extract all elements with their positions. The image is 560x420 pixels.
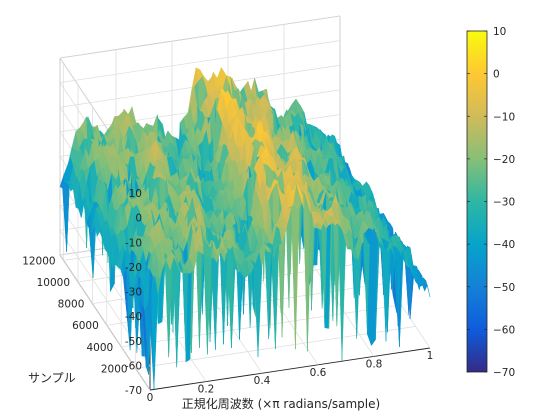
- colorbar-tick-labels: 10 0 −10 −20 −30 −40 −50 −60 −70: [493, 26, 515, 379]
- colorbar-tick-label: 10: [493, 26, 506, 38]
- x-tick-label: 0.6: [310, 367, 327, 379]
- colorbar-tick-label: 0: [493, 69, 500, 81]
- x-tick-label: 0: [147, 392, 154, 404]
- spectrogram-surface: [59, 66, 431, 390]
- y-axis-label: サンプル: [28, 371, 76, 385]
- z-tick-label: -40: [125, 311, 142, 323]
- z-axis-tick-labels: 10 0 -10 -20 -30 -40 -50 -60 -70: [125, 188, 142, 397]
- y-gridline-floor: [121, 304, 402, 348]
- x-axis-tick-labels: 0 0.2 0.4 0.6 0.8 1: [147, 350, 434, 404]
- z-tick-label: -70: [125, 385, 142, 397]
- x-tick-label: 0.2: [198, 384, 215, 396]
- z-gridline-back: [59, 40, 341, 83]
- x-axis-label: 正規化周波数 (×π radians/sample): [182, 396, 380, 411]
- z-gridline-back: [59, 15, 341, 59]
- z-tick-label: -50: [125, 336, 142, 348]
- colorbar-tick-label: −30: [493, 197, 515, 209]
- x-gridline-floor: [59, 254, 151, 391]
- y-tick-label: 6000: [72, 320, 99, 332]
- y-axis-tick-labels: 2000 4000 6000 8000 10000 12000: [22, 255, 127, 375]
- y-tick-label: 10000: [37, 277, 70, 289]
- colorbar-tick-label: −10: [493, 111, 515, 123]
- colorbar-tick-label: −50: [493, 282, 515, 294]
- y-tick-label: 12000: [22, 255, 55, 267]
- x-tick-label: 0.8: [366, 358, 383, 370]
- z-tick-label: -30: [125, 287, 142, 299]
- z-tick-label: 10: [129, 188, 142, 200]
- colorbar-tick-label: −70: [493, 367, 515, 379]
- colorbar: [466, 30, 488, 373]
- y-tick-label: 8000: [58, 299, 85, 311]
- x-tick-label: 0.4: [254, 375, 271, 387]
- colorbar-tick-label: −40: [493, 239, 515, 251]
- z-tick-label: 0: [135, 213, 142, 225]
- colorbar-tick-label: −60: [493, 324, 515, 336]
- z-tick-label: -60: [125, 360, 142, 372]
- surface-patch: [255, 251, 263, 358]
- y-tick-label: 2000: [101, 363, 128, 375]
- z-tick-label: -20: [125, 262, 142, 274]
- x-axis-line: [149, 347, 431, 391]
- colorbar-tick-label: −20: [493, 154, 515, 166]
- surface-patch: [423, 277, 431, 298]
- x-tick-label: 1: [427, 350, 434, 362]
- y-tick-label: 4000: [86, 342, 113, 354]
- z-tick-label: -10: [125, 237, 142, 249]
- surface-patch: [151, 276, 159, 390]
